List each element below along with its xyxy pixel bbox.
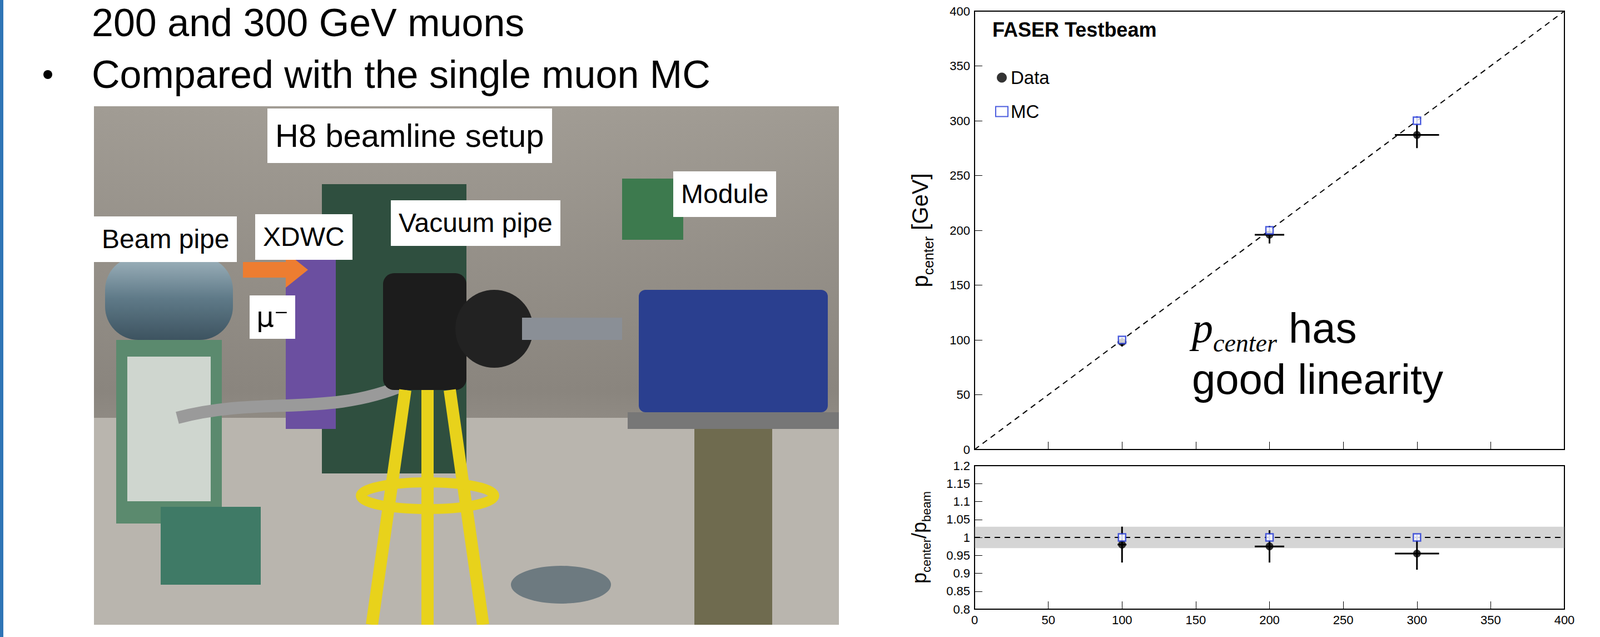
html-text:μ⁻: μ⁻ [256, 300, 289, 334]
svg-text:400: 400 [949, 4, 971, 19]
svg-text:has: has [1276, 304, 1358, 352]
svg-text:300: 300 [1406, 612, 1428, 627]
html-text:Compared with the single muon: Compared with the single muon MC [91, 52, 711, 97]
svg-text:50: 50 [956, 387, 971, 402]
svg-text:p: p [1189, 304, 1214, 351]
svg-text:400: 400 [1554, 612, 1575, 627]
svg-text:1.1: 1.1 [952, 494, 971, 509]
svg-text:Data: Data [1010, 67, 1050, 88]
svg-text:0: 0 [971, 612, 978, 627]
svg-text:200: 200 [1259, 612, 1280, 627]
svg-text:beam: beam [919, 490, 934, 522]
svg-text:0.85: 0.85 [946, 583, 971, 598]
svg-text:350: 350 [1480, 612, 1502, 627]
html-text:XDWC: XDWC [262, 221, 345, 252]
svg-text:0.95: 0.95 [946, 548, 971, 563]
svg-text:p: p [907, 274, 933, 287]
svg-text:MC: MC [1010, 101, 1040, 122]
html-text:H8 beamline setup: H8 beamline setup [275, 117, 545, 154]
svg-text:FASER Testbeam: FASER Testbeam [992, 18, 1157, 42]
svg-text:100: 100 [1111, 612, 1133, 627]
svg-text:good linearity: good linearity [1191, 355, 1444, 403]
svg-text:p: p [907, 572, 931, 584]
svg-text:center: center [919, 538, 934, 573]
svg-text:0: 0 [963, 442, 971, 457]
html-text:Module: Module [681, 179, 769, 209]
svg-text:[GeV]: [GeV] [907, 172, 933, 236]
html-text:Beam pipe: Beam pipe [101, 224, 230, 254]
html-text:Vacuum pipe: Vacuum pipe [398, 207, 553, 238]
svg-text:1.05: 1.05 [946, 512, 971, 526]
html-text:200 and 300 GeV muons: 200 and 300 GeV muons [91, 1, 525, 45]
svg-text:350: 350 [949, 58, 971, 73]
svg-text:250: 250 [949, 168, 971, 183]
svg-text:0.9: 0.9 [952, 565, 971, 580]
svg-text:200: 200 [949, 223, 971, 238]
svg-text:150: 150 [1185, 612, 1207, 627]
svg-text:250: 250 [1333, 612, 1354, 627]
svg-text:50: 50 [1041, 612, 1055, 627]
svg-text:150: 150 [949, 277, 971, 292]
svg-text:300: 300 [949, 113, 971, 128]
svg-text:1.15: 1.15 [946, 476, 971, 491]
svg-text:/p: /p [907, 521, 931, 539]
svg-text:0.8: 0.8 [952, 602, 971, 616]
svg-text:center: center [920, 236, 937, 275]
svg-text:center: center [1213, 328, 1278, 357]
svg-text:100: 100 [949, 333, 971, 347]
svg-text:1.2: 1.2 [952, 458, 971, 473]
svg-text:1: 1 [963, 530, 971, 545]
